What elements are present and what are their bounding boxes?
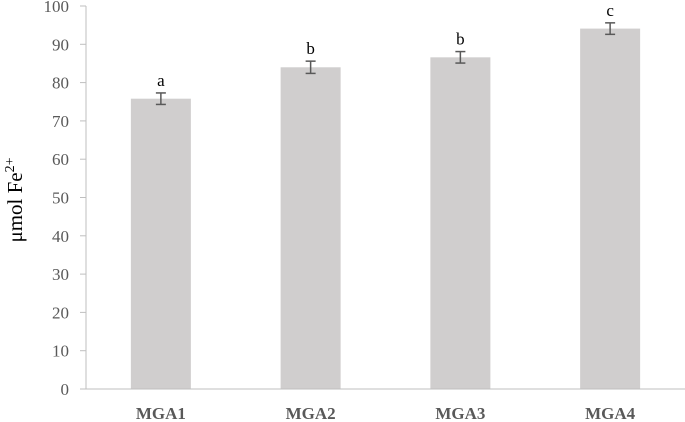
y-axis-label-superscript: 2+ bbox=[3, 157, 18, 172]
x-axis-categories: MGA1 MGA2 MGA3 MGA4 bbox=[136, 404, 636, 422]
y-tick-label: 40 bbox=[52, 227, 69, 246]
significance-letters: a b b c bbox=[157, 1, 614, 90]
bar-mga2 bbox=[280, 67, 341, 389]
significance-letter: c bbox=[606, 1, 614, 20]
bar-mga4 bbox=[580, 28, 641, 390]
x-category-label: MGA3 bbox=[435, 404, 485, 422]
bar-mga1 bbox=[130, 98, 191, 389]
y-tick-label: 90 bbox=[52, 35, 69, 54]
significance-letter: b bbox=[456, 30, 465, 49]
y-tick-label: 30 bbox=[52, 265, 69, 284]
bar-mga3 bbox=[430, 57, 491, 390]
significance-letter: a bbox=[157, 71, 165, 90]
y-axis-label: μmol Fe2+ bbox=[3, 157, 27, 242]
x-category-label: MGA2 bbox=[286, 404, 336, 422]
y-tick-label: 70 bbox=[52, 112, 69, 131]
y-axis-ticks: 0 10 20 30 40 50 60 70 80 90 100 bbox=[44, 0, 86, 399]
y-tick-label: 100 bbox=[44, 0, 70, 16]
y-tick-label: 50 bbox=[52, 189, 69, 208]
bars bbox=[130, 28, 641, 390]
x-category-label: MGA4 bbox=[585, 404, 636, 422]
y-tick-label: 0 bbox=[61, 380, 70, 399]
y-axis-label-text: μmol Fe bbox=[3, 172, 27, 242]
y-tick-label: 80 bbox=[52, 74, 69, 93]
error-bars bbox=[155, 22, 616, 106]
y-tick-label: 60 bbox=[52, 150, 69, 169]
y-tick-label: 10 bbox=[52, 342, 69, 361]
significance-letter: b bbox=[306, 39, 315, 58]
x-category-label: MGA1 bbox=[136, 404, 186, 422]
y-tick-label: 20 bbox=[52, 303, 69, 322]
